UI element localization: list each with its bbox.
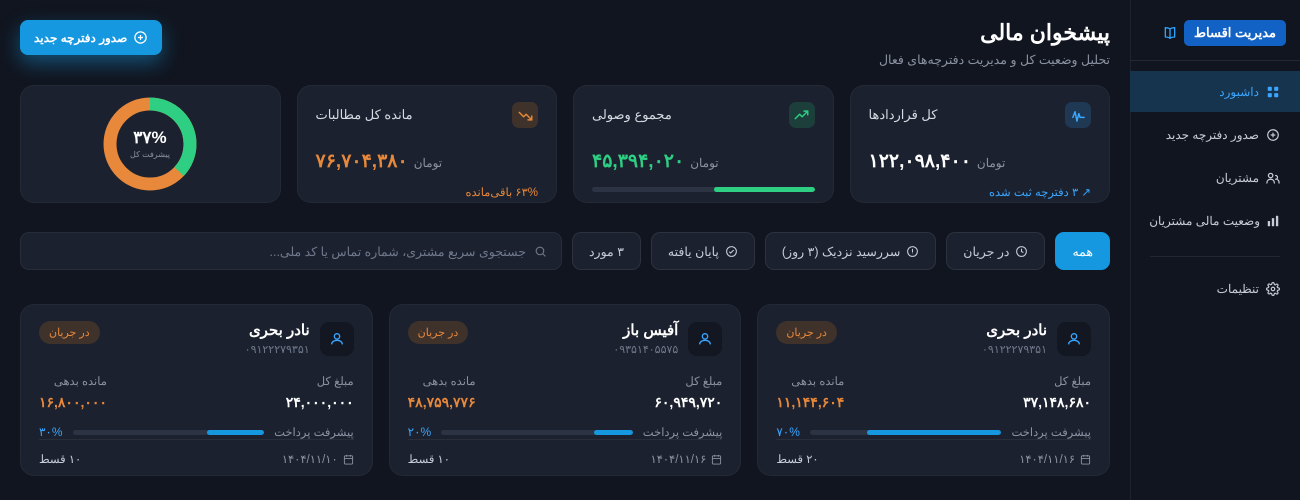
svg-text:پیشرفت کل: پیشرفت کل [130, 150, 170, 159]
svg-text:۳۷%: ۳۷% [134, 128, 167, 147]
